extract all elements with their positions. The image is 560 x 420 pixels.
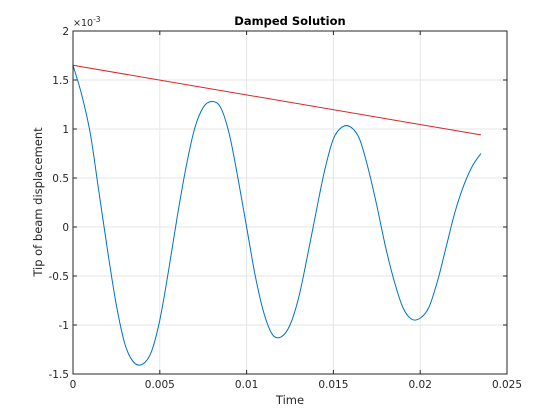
y-exponent-base: ×10 bbox=[73, 18, 93, 29]
axis-ticks: 0 0.005 0.01 0.015 0.02 0.025 -1.5 -1 -0.5 0 0.5 1 1… bbox=[49, 26, 523, 391]
series-layer bbox=[72, 64, 482, 366]
plot-area-background bbox=[73, 31, 507, 374]
x-tick-label: 0.01 bbox=[235, 379, 258, 391]
x-tick-label: 0.005 bbox=[145, 379, 175, 391]
series-line-displacement bbox=[72, 65, 482, 366]
y-exponent-power: -3 bbox=[93, 15, 101, 24]
y-tick-label: 0.5 bbox=[52, 173, 69, 185]
y-tick-label: -1 bbox=[59, 320, 69, 332]
x-tick-label: 0.02 bbox=[409, 379, 432, 391]
y-tick-label: 1.5 bbox=[52, 75, 69, 87]
y-tick-label: 2 bbox=[62, 26, 69, 38]
y-tick-label: 1 bbox=[62, 124, 69, 136]
y-axis-label: Tip of beam displacement bbox=[31, 127, 45, 278]
series-line-envelope bbox=[72, 64, 482, 136]
x-tick-label: 0.015 bbox=[318, 379, 348, 391]
y-exponent-label: ×10-3 bbox=[73, 15, 101, 29]
y-tick-label: -0.5 bbox=[49, 271, 70, 283]
x-tick-label: 0.025 bbox=[492, 379, 522, 391]
plot-area-border bbox=[72, 30, 508, 375]
x-tick-label: 0 bbox=[70, 379, 77, 391]
x-axis-label: Time bbox=[275, 393, 304, 407]
y-tick-label: -1.5 bbox=[49, 369, 70, 381]
y-tick-label: 0 bbox=[62, 222, 69, 234]
chart-title: Damped Solution bbox=[234, 14, 345, 28]
